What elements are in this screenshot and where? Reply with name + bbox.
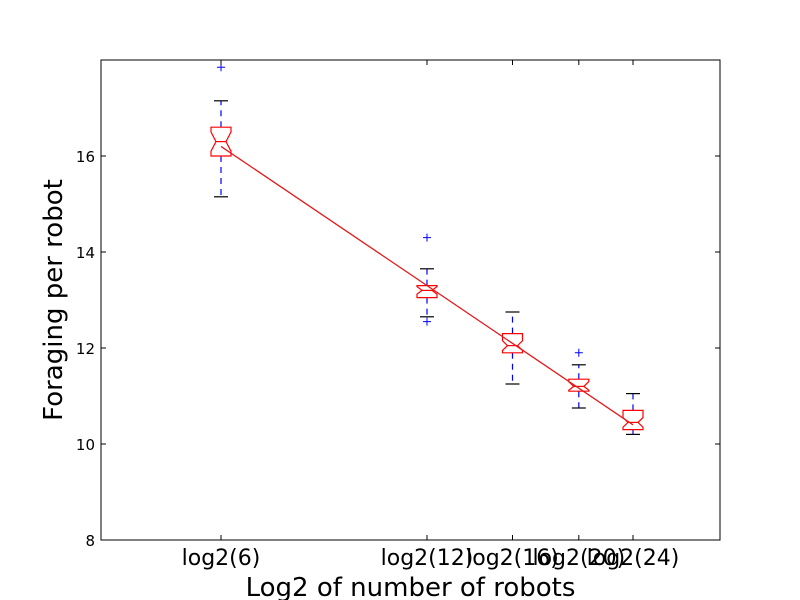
x-axis-label: Log2 of number of robots	[246, 573, 576, 600]
plot-area	[210, 63, 644, 435]
y-tick-label: 16	[76, 148, 95, 166]
x-tick-label: log2(12)	[381, 546, 474, 571]
outlier-point	[423, 317, 431, 326]
x-tick-label: log2(6)	[182, 546, 261, 571]
y-tick-label: 10	[76, 436, 95, 454]
box	[501, 333, 524, 354]
plot-frame	[100, 59, 721, 541]
y-axis-label: Foraging per robot	[39, 179, 69, 421]
box	[622, 409, 644, 431]
y-tick-label: 12	[76, 340, 95, 358]
axis-ticks: 8 10 12 14 16 log2(6) log2(12)log2(16)log2(20)…	[76, 60, 720, 571]
outlier-point	[423, 233, 431, 242]
box	[568, 378, 590, 392]
y-tick-label: 14	[76, 244, 95, 262]
x-tick-label: log2(16)	[466, 546, 559, 571]
x-tick-label: log2(24)	[587, 546, 680, 571]
box	[416, 285, 438, 299]
outlier-point	[574, 348, 583, 357]
y-tick-label: 8	[85, 532, 95, 550]
x-tick-label: log2(20)	[532, 546, 625, 571]
fit-line	[220, 145, 634, 426]
